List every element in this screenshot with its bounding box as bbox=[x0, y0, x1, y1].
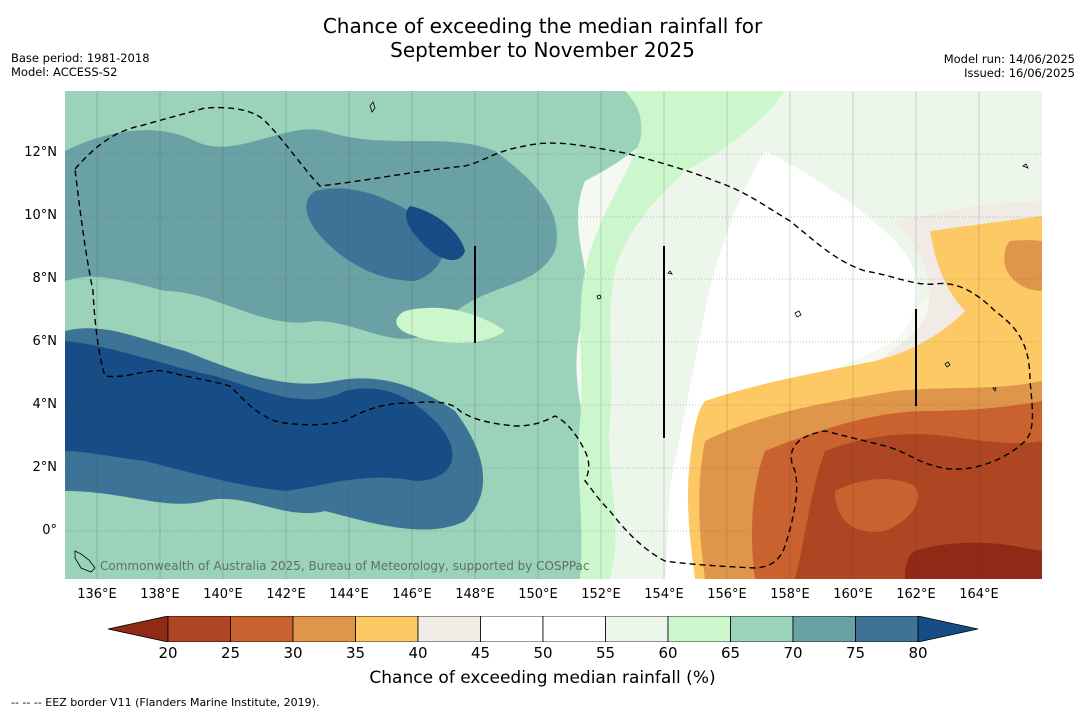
lon-label: 154°E bbox=[644, 587, 684, 602]
lon-label: 150°E bbox=[518, 587, 558, 602]
colorbar-segment bbox=[292, 615, 356, 643]
islands bbox=[74, 101, 1029, 573]
colorbar-segment bbox=[605, 615, 669, 643]
lon-label: 138°E bbox=[140, 587, 180, 602]
lon-label: 152°E bbox=[581, 587, 621, 602]
lat-label: 10°N bbox=[24, 208, 57, 223]
colorbar-tick-label: 70 bbox=[783, 644, 803, 662]
region-25-30-inner bbox=[835, 479, 919, 532]
lat-label: 12°N bbox=[24, 145, 57, 160]
copyright-notice: Commonwealth of Australia 2025, Bureau o… bbox=[100, 559, 590, 573]
colorbar-tick-label: 75 bbox=[845, 644, 866, 662]
region-30-35-ne bbox=[1004, 240, 1042, 291]
meridian-markers bbox=[474, 246, 917, 438]
region-50-55 bbox=[665, 151, 918, 579]
colorbar-segment bbox=[355, 615, 419, 643]
colorbar-segment bbox=[855, 615, 919, 643]
colorbar-segment bbox=[167, 615, 231, 643]
gridlines bbox=[65, 153, 1042, 532]
colorbar-tick-label: 55 bbox=[595, 644, 616, 662]
region-75-80 bbox=[65, 129, 557, 339]
model-name: Model: ACCESS-S2 bbox=[11, 65, 118, 79]
colorbar-extend-high bbox=[917, 615, 979, 643]
base-period: Base period: 1981-2018 bbox=[11, 51, 150, 65]
colorbar-tick-label: 40 bbox=[408, 644, 428, 662]
colorbar-segment bbox=[792, 615, 856, 643]
region-60-65 bbox=[578, 91, 785, 579]
colorbar-tick-label: 50 bbox=[533, 644, 553, 662]
rainfall-map bbox=[65, 91, 1042, 579]
lat-label: 4°N bbox=[32, 397, 58, 412]
colorbar-tick-label: 25 bbox=[220, 644, 241, 662]
meta-left: Base period: 1981-2018 Model: ACCESS-S2 bbox=[11, 51, 150, 79]
region-blue-north-core bbox=[405, 206, 465, 261]
lon-label: 142°E bbox=[266, 587, 306, 602]
lon-label: 136°E bbox=[77, 587, 117, 602]
lon-label: 148°E bbox=[455, 587, 495, 602]
lat-label: 8°N bbox=[32, 271, 58, 286]
colorbar-segment bbox=[417, 615, 481, 643]
colorbar-segment bbox=[230, 615, 294, 643]
eez-border-west bbox=[74, 106, 1034, 569]
colorbar-segment bbox=[730, 615, 794, 643]
title-line-2: September to November 2025 bbox=[390, 38, 695, 62]
lon-label: 144°E bbox=[329, 587, 369, 602]
model-run: Model run: 14/06/2025 bbox=[943, 52, 1075, 66]
colorbar-title: Chance of exceeding median rainfall (%) bbox=[369, 668, 716, 688]
lon-label: 156°E bbox=[707, 587, 747, 602]
lat-label: 2°N bbox=[32, 460, 58, 475]
issued-date: Issued: 16/06/2025 bbox=[964, 66, 1075, 80]
title-line-1: Chance of exceeding the median rainfall … bbox=[322, 14, 763, 38]
colorbar bbox=[107, 615, 979, 643]
colorbar-extend-low bbox=[107, 615, 169, 643]
meta-right: Model run: 14/06/2025 Issued: 16/06/2025 bbox=[944, 52, 1075, 80]
lon-label: 162°E bbox=[896, 587, 936, 602]
colorbar-segment bbox=[480, 615, 544, 643]
lat-label: 0° bbox=[42, 523, 57, 538]
colorbar-tick-label: 30 bbox=[283, 644, 303, 662]
lon-label: 140°E bbox=[203, 587, 243, 602]
region-65-70-patch bbox=[396, 307, 505, 343]
lon-label: 158°E bbox=[770, 587, 810, 602]
region-below-20 bbox=[905, 542, 1042, 579]
colorbar-segment bbox=[667, 615, 731, 643]
colorbar-tick-label: 20 bbox=[158, 644, 178, 662]
colorbar-segment bbox=[542, 615, 606, 643]
eez-legend-footer: -- -- -- EEZ border V11 (Flanders Marine… bbox=[11, 696, 320, 709]
colorbar-tick-label: 80 bbox=[908, 644, 928, 662]
lon-label: 164°E bbox=[959, 587, 999, 602]
meridians bbox=[96, 91, 980, 579]
colorbar-tick-label: 60 bbox=[658, 644, 678, 662]
colorbar-tick-label: 45 bbox=[470, 644, 491, 662]
region-strong-blue bbox=[65, 341, 453, 491]
lat-label: 6°N bbox=[32, 334, 58, 349]
colorbar-tick-label: 65 bbox=[720, 644, 741, 662]
region-20-25 bbox=[795, 434, 1042, 579]
map-title: Chance of exceeding the median rainfall … bbox=[0, 14, 1085, 62]
lon-label: 146°E bbox=[392, 587, 432, 602]
lon-label: 160°E bbox=[833, 587, 873, 602]
colorbar-tick-label: 35 bbox=[345, 644, 366, 662]
